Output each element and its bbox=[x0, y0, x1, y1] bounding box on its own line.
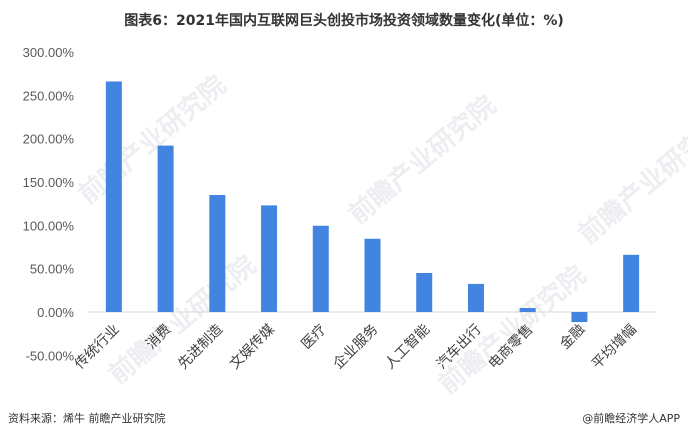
x-tick-label: 消费 bbox=[143, 322, 174, 353]
bar bbox=[467, 283, 484, 312]
y-tick-label: 200.00% bbox=[23, 132, 75, 147]
x-tick-label: 电商零售 bbox=[486, 322, 537, 373]
y-tick-label: 300.00% bbox=[23, 45, 75, 60]
bar bbox=[623, 254, 640, 312]
credit-note: @前瞻经济学人APP bbox=[582, 412, 680, 425]
y-tick-label: 50.00% bbox=[30, 262, 75, 277]
y-tick-label: 150.00% bbox=[23, 175, 75, 190]
x-tick-label: 人工智能 bbox=[382, 322, 433, 373]
source-note: 资料来源：烯牛 前瞻产业研究院 bbox=[8, 412, 166, 425]
bar bbox=[105, 81, 122, 312]
bar bbox=[416, 273, 433, 312]
x-tick-label: 文娱传媒 bbox=[227, 322, 278, 373]
x-tick-label: 汽车出行 bbox=[433, 321, 485, 373]
y-tick-label: 250.00% bbox=[23, 88, 75, 103]
x-tick-label: 先进制造 bbox=[175, 322, 226, 373]
chart-title: 图表6：2021年国内互联网巨头创投市场投资领域数量变化(单位：%) bbox=[124, 13, 564, 29]
x-tick-label: 金融 bbox=[557, 322, 588, 353]
bar bbox=[571, 312, 588, 323]
bar bbox=[312, 225, 329, 312]
bar bbox=[261, 205, 278, 312]
bar bbox=[364, 238, 381, 312]
bar bbox=[157, 145, 174, 312]
x-tick-label: 传统行业 bbox=[72, 322, 123, 373]
x-tick-label: 平均增幅 bbox=[589, 322, 640, 373]
bar bbox=[209, 195, 226, 312]
y-tick-label: 100.00% bbox=[23, 218, 75, 233]
bar bbox=[519, 308, 536, 312]
x-tick-label: 企业服务 bbox=[330, 321, 382, 373]
x-tick-label: 医疗 bbox=[298, 322, 329, 353]
y-tick-label: 0.00% bbox=[37, 305, 74, 320]
y-tick-label: -50.00% bbox=[26, 348, 75, 363]
